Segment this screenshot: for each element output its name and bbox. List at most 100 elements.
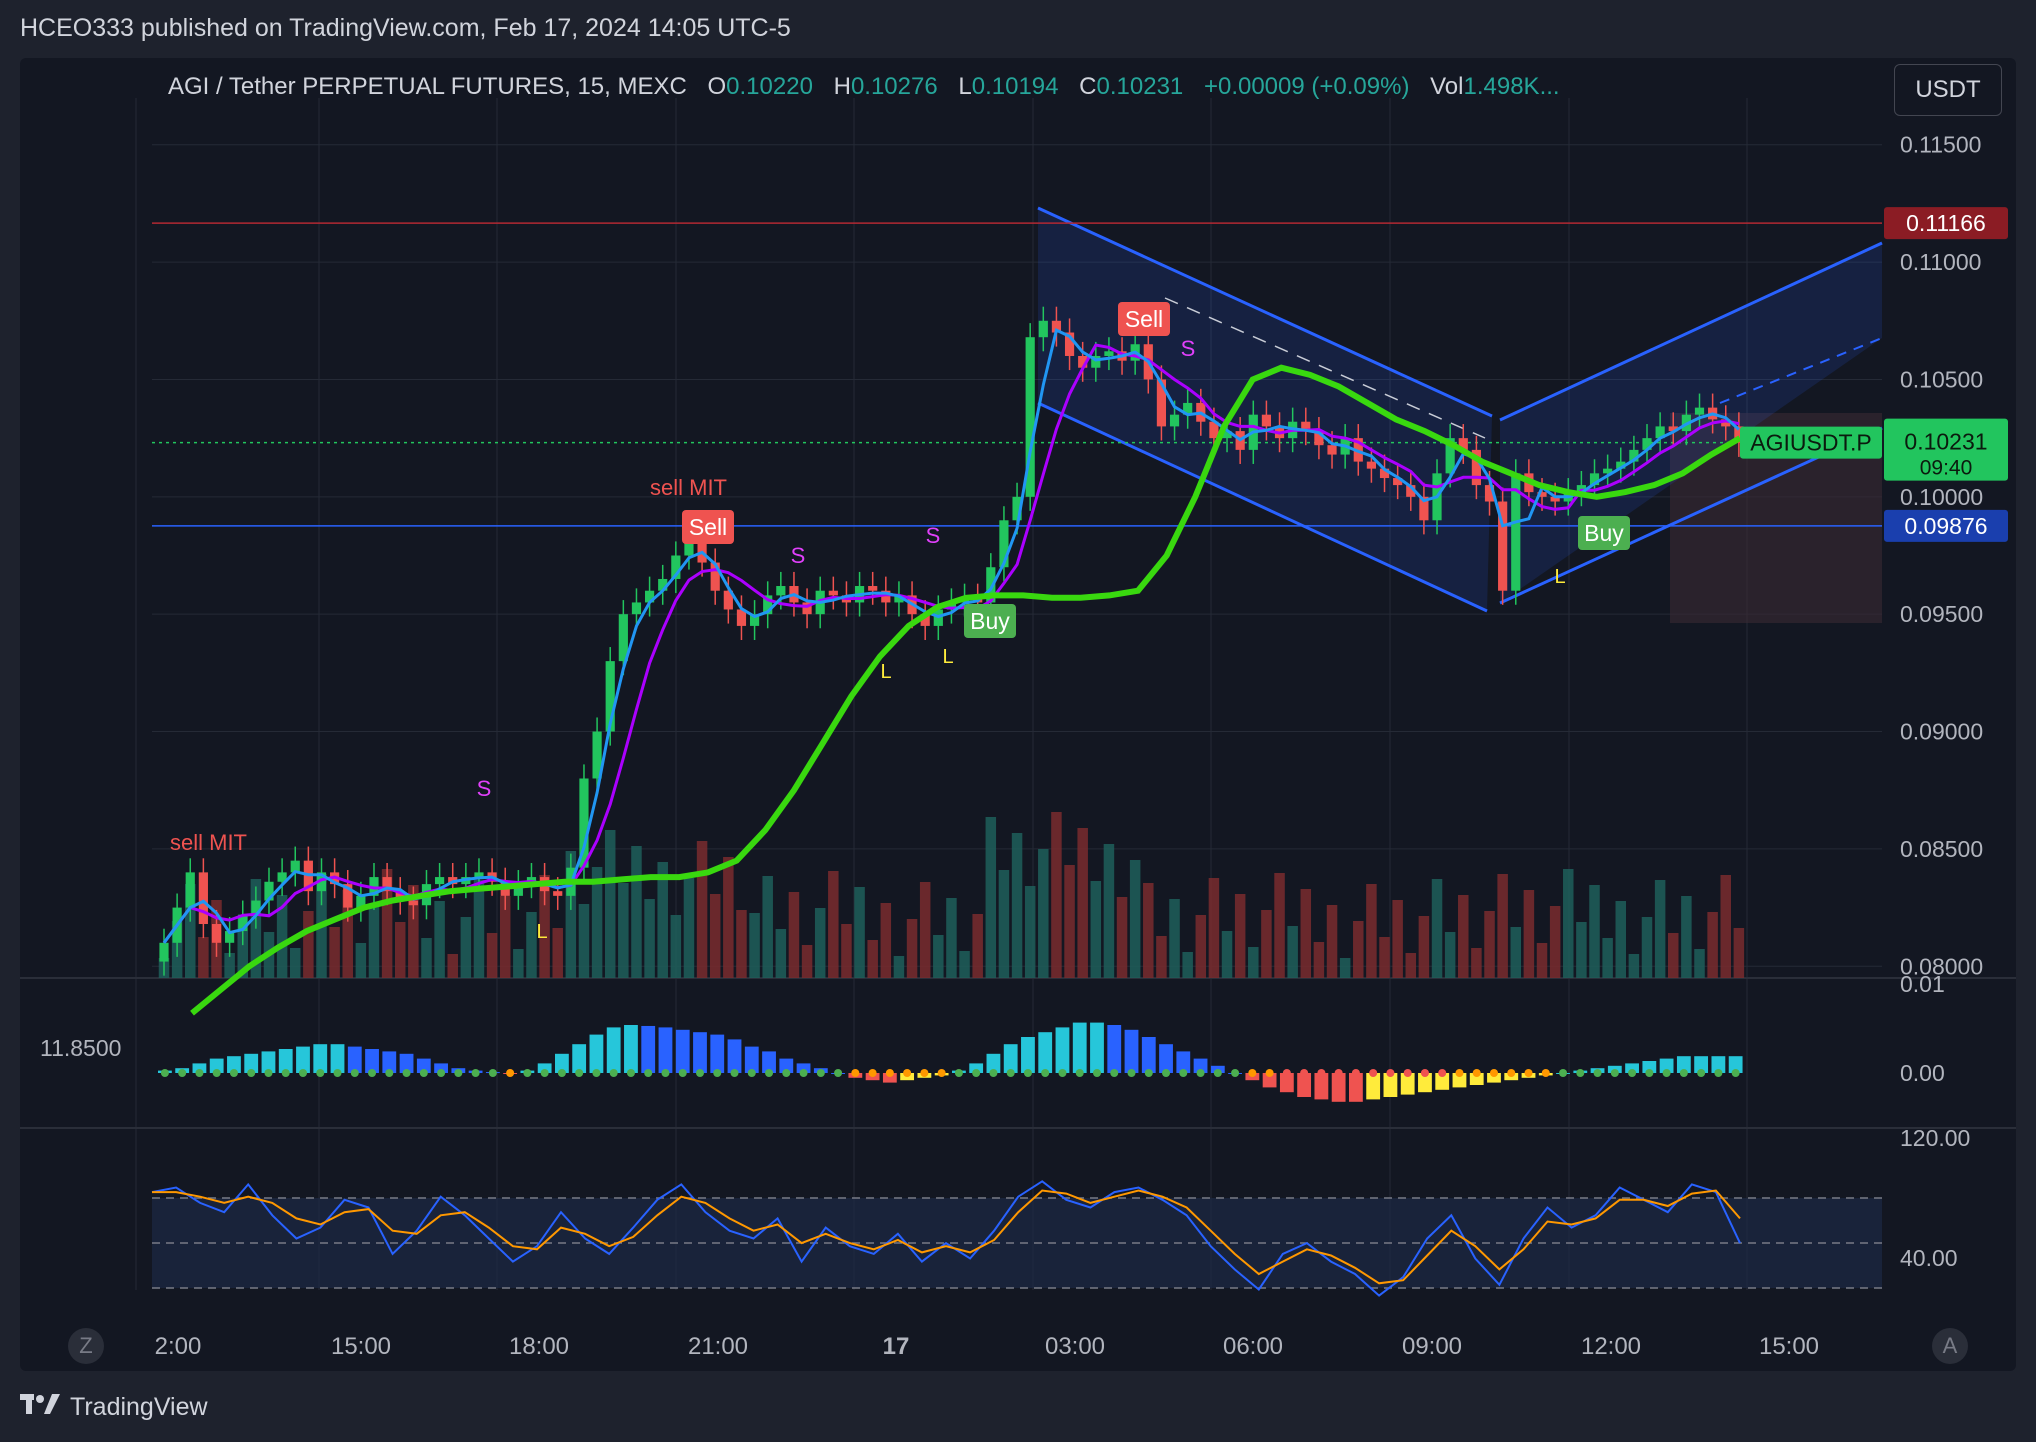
histogram-bar [1124, 1029, 1139, 1073]
histogram-dot [1144, 1069, 1153, 1077]
candle-body [1209, 421, 1219, 439]
osc-slow-line [152, 1189, 1741, 1285]
volume-bar [1208, 878, 1220, 978]
histogram-dot [1541, 1069, 1550, 1077]
volume-bar [1681, 896, 1692, 978]
histogram-dot [247, 1069, 256, 1077]
candle-body [1603, 468, 1613, 474]
candle-body [1169, 414, 1180, 427]
currency-button[interactable]: USDT [1894, 64, 2002, 116]
histogram-dot [212, 1069, 221, 1077]
buy-badge-1: Buy [970, 608, 1010, 634]
volume-bar [1418, 916, 1430, 978]
volume-bar [683, 878, 695, 978]
zoom-z-button[interactable]: Z [68, 1328, 104, 1364]
histogram-bar [1383, 1073, 1398, 1097]
ticker-tag-bg [1740, 426, 1882, 459]
last-price-tag: 0.10231 [1904, 429, 1987, 455]
candle-body [1589, 473, 1600, 486]
histogram-dot [178, 1069, 187, 1077]
candle-body [736, 609, 747, 626]
volume-bar [604, 830, 616, 978]
candle-body [605, 661, 615, 732]
histogram-dot [368, 1069, 377, 1077]
histogram-dot [229, 1069, 238, 1077]
candle-body [868, 586, 878, 591]
histogram-bar [1314, 1073, 1329, 1100]
ohlc-high-label: H [833, 73, 851, 100]
candle-body [238, 914, 248, 932]
candle-body [618, 614, 628, 662]
l-marker-2: L [942, 646, 953, 668]
y-tick-label: 0.11000 [1900, 249, 1981, 275]
up-channel-top [1499, 241, 1883, 422]
candle-body [1537, 492, 1547, 497]
histogram-dot [1006, 1069, 1015, 1077]
volume-bar [1707, 912, 1718, 978]
publish-header: HCEO333 published on TradingView.com, Fe… [20, 14, 791, 42]
last-price-tag-bg [1884, 418, 2008, 481]
histogram-bar [744, 1046, 759, 1073]
candle-body [684, 539, 694, 556]
volume-bar [1077, 828, 1088, 978]
volume-bar [381, 869, 393, 978]
histogram-dot [1645, 1069, 1654, 1077]
sell-badge-1: Sell [689, 514, 727, 540]
candle-body [1419, 496, 1429, 521]
s-marker-2: S [926, 523, 941, 548]
volume-bar [1720, 875, 1732, 978]
volume-bar [670, 915, 682, 978]
volume-bar [1024, 886, 1036, 978]
histogram-dot [1127, 1069, 1136, 1077]
volume-bar [368, 906, 380, 978]
histogram-dot [281, 1069, 290, 1077]
ema-slow-line [190, 364, 1742, 1016]
histogram-bar [1676, 1056, 1691, 1073]
up-channel-extension [1719, 337, 1883, 404]
candle-body [185, 872, 195, 908]
histogram-bar [1435, 1073, 1450, 1090]
histogram-bar [762, 1051, 776, 1073]
volume-bar [1156, 936, 1167, 978]
volume-bar [1221, 931, 1233, 978]
volume-value: 1.498K... [1463, 73, 1560, 100]
volume-bar [342, 890, 353, 978]
histogram-dot [419, 1069, 428, 1077]
histogram-dot [1714, 1069, 1723, 1077]
histogram-dot [385, 1069, 394, 1077]
volume-bar [513, 949, 524, 978]
volume-bar [1287, 926, 1298, 978]
volume-bar [854, 887, 865, 978]
volume-bar [1234, 894, 1246, 978]
candle-body [1655, 426, 1665, 439]
histogram-bar [330, 1044, 345, 1073]
ohlc-open-label: O [707, 73, 727, 100]
candle-body [211, 924, 222, 943]
histogram-dot [1576, 1069, 1585, 1077]
volume-bar [1195, 915, 1207, 978]
volume-bar [736, 910, 747, 978]
histogram-dot [626, 1069, 635, 1077]
histogram-bar [1055, 1027, 1070, 1073]
volume-bar [1523, 890, 1535, 978]
volume-bar [421, 938, 432, 978]
candle-body [251, 900, 261, 915]
volume-bar [946, 898, 957, 978]
candle-body [1471, 449, 1481, 486]
volume-bar [499, 896, 511, 978]
volume-bar [473, 880, 485, 978]
candle-body [435, 877, 445, 885]
histogram-dot [937, 1069, 946, 1077]
candle-body [776, 586, 786, 596]
volume-bar [801, 945, 813, 978]
volume-bar [775, 929, 787, 978]
volume-bar [880, 903, 892, 978]
histogram-bar [1072, 1022, 1087, 1073]
volume-bar [1313, 942, 1325, 978]
histogram-dot [1075, 1069, 1084, 1077]
candle-body [658, 578, 668, 591]
symbol-legend: AGI / Tether PERPETUAL FUTURES, 15, MEXC… [168, 73, 1560, 101]
x-tick-label: 2:00 [155, 1333, 202, 1360]
auto-scale-button[interactable]: A [1932, 1328, 1968, 1364]
